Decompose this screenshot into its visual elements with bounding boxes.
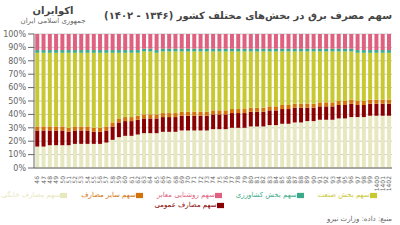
- svg-text:52: 52: [71, 176, 79, 184]
- svg-text:93: 93: [328, 176, 336, 184]
- svg-text:95: 95: [341, 176, 349, 184]
- svg-text:100%: 100%: [8, 30, 26, 39]
- html-text:سهم روشنایی معابر: سهم روشنایی معابر: [156, 191, 215, 199]
- svg-text:99: 99: [366, 176, 374, 184]
- svg-text:1402: 1402: [385, 176, 392, 191]
- svg-text:98: 98: [360, 176, 367, 184]
- svg-text:64: 64: [146, 176, 154, 184]
- svg-text:70: 70: [184, 176, 192, 184]
- svg-text:80%: 80%: [8, 57, 26, 66]
- svg-text:76: 76: [221, 176, 229, 184]
- svg-text:40%: 40%: [8, 110, 26, 119]
- svg-text:57: 57: [102, 176, 110, 184]
- svg-text:79: 79: [240, 176, 248, 184]
- svg-text:96: 96: [347, 176, 355, 184]
- html-text:جمهوری اسلامی ایران: جمهوری اسلامی ایران: [20, 16, 86, 25]
- svg-text:77: 77: [228, 176, 236, 184]
- svg-text:1401: 1401: [378, 176, 386, 192]
- svg-text:66: 66: [159, 176, 166, 184]
- html-text:سهم بخش کشاورزی: سهم بخش کشاورزی: [235, 191, 297, 199]
- svg-text:84: 84: [272, 176, 280, 184]
- svg-text:85: 85: [278, 176, 286, 184]
- svg-text:10%: 10%: [8, 150, 26, 159]
- svg-text:74: 74: [209, 176, 217, 184]
- svg-text:53: 53: [77, 176, 85, 184]
- svg-text:63: 63: [140, 176, 148, 184]
- svg-text:56: 56: [96, 176, 104, 184]
- svg-text:78: 78: [234, 176, 242, 184]
- svg-text:20%: 20%: [8, 137, 26, 146]
- svg-text:86: 86: [284, 176, 292, 184]
- svg-text:69: 69: [177, 176, 185, 184]
- svg-text:91: 91: [316, 176, 323, 184]
- svg-text:50: 50: [58, 176, 66, 184]
- svg-text:82: 82: [259, 176, 267, 184]
- svg-text:97: 97: [353, 176, 361, 184]
- svg-text:90: 90: [309, 176, 317, 184]
- svg-text:88: 88: [297, 176, 305, 184]
- svg-text:92: 92: [322, 176, 330, 184]
- svg-text:87: 87: [290, 176, 298, 184]
- svg-text:58: 58: [108, 176, 116, 184]
- html-text:سهم بخش صنعت: سهم بخش صنعت: [317, 191, 370, 199]
- svg-text:80: 80: [246, 176, 254, 184]
- svg-text:73: 73: [203, 176, 210, 184]
- svg-text:30%: 30%: [8, 124, 26, 133]
- svg-text:59: 59: [115, 176, 122, 184]
- svg-text:47: 47: [39, 176, 47, 184]
- svg-text:46: 46: [33, 176, 41, 184]
- html-text:سهم مصارف خانگی: سهم مصارف خانگی: [1, 191, 61, 199]
- svg-text:50%: 50%: [8, 97, 26, 106]
- svg-text:71: 71: [190, 176, 198, 184]
- svg-text:62: 62: [133, 176, 141, 184]
- svg-text:90%: 90%: [8, 43, 26, 52]
- svg-text:65: 65: [152, 176, 160, 184]
- svg-text:67: 67: [165, 176, 173, 184]
- svg-text:48: 48: [46, 176, 53, 184]
- svg-text:60: 60: [121, 176, 129, 184]
- svg-text:51: 51: [64, 176, 72, 184]
- svg-text:54: 54: [83, 176, 91, 184]
- html-text:سهم سایر مصارف: سهم سایر مصارف: [81, 191, 136, 199]
- svg-text:60%: 60%: [8, 83, 26, 92]
- html-text:سهم مصرف برق در بخش‌های مختلف: سهم مصرف برق در بخش‌های مختلف کشور (۱۳۴۶…: [104, 9, 392, 21]
- svg-text:72: 72: [196, 176, 204, 184]
- svg-text:81: 81: [253, 176, 261, 184]
- svg-text:49: 49: [52, 176, 60, 184]
- html-text:اکوایران: اکوایران: [32, 4, 74, 16]
- svg-text:61: 61: [127, 176, 135, 184]
- html-text:منبع: داده: وزارت نیرو: منبع: داده: وزارت نیرو: [327, 215, 392, 223]
- svg-text:83: 83: [265, 176, 273, 184]
- svg-text:55: 55: [89, 176, 97, 184]
- svg-text:0%: 0%: [13, 164, 26, 173]
- svg-text:68: 68: [171, 176, 179, 184]
- svg-text:94: 94: [334, 176, 342, 184]
- svg-text:75: 75: [215, 176, 223, 184]
- svg-text:89: 89: [303, 176, 311, 184]
- svg-text:70%: 70%: [8, 70, 26, 79]
- svg-text:1400: 1400: [372, 176, 380, 192]
- html-text:سهم مصارف عمومی: سهم مصارف عمومی: [154, 201, 217, 209]
